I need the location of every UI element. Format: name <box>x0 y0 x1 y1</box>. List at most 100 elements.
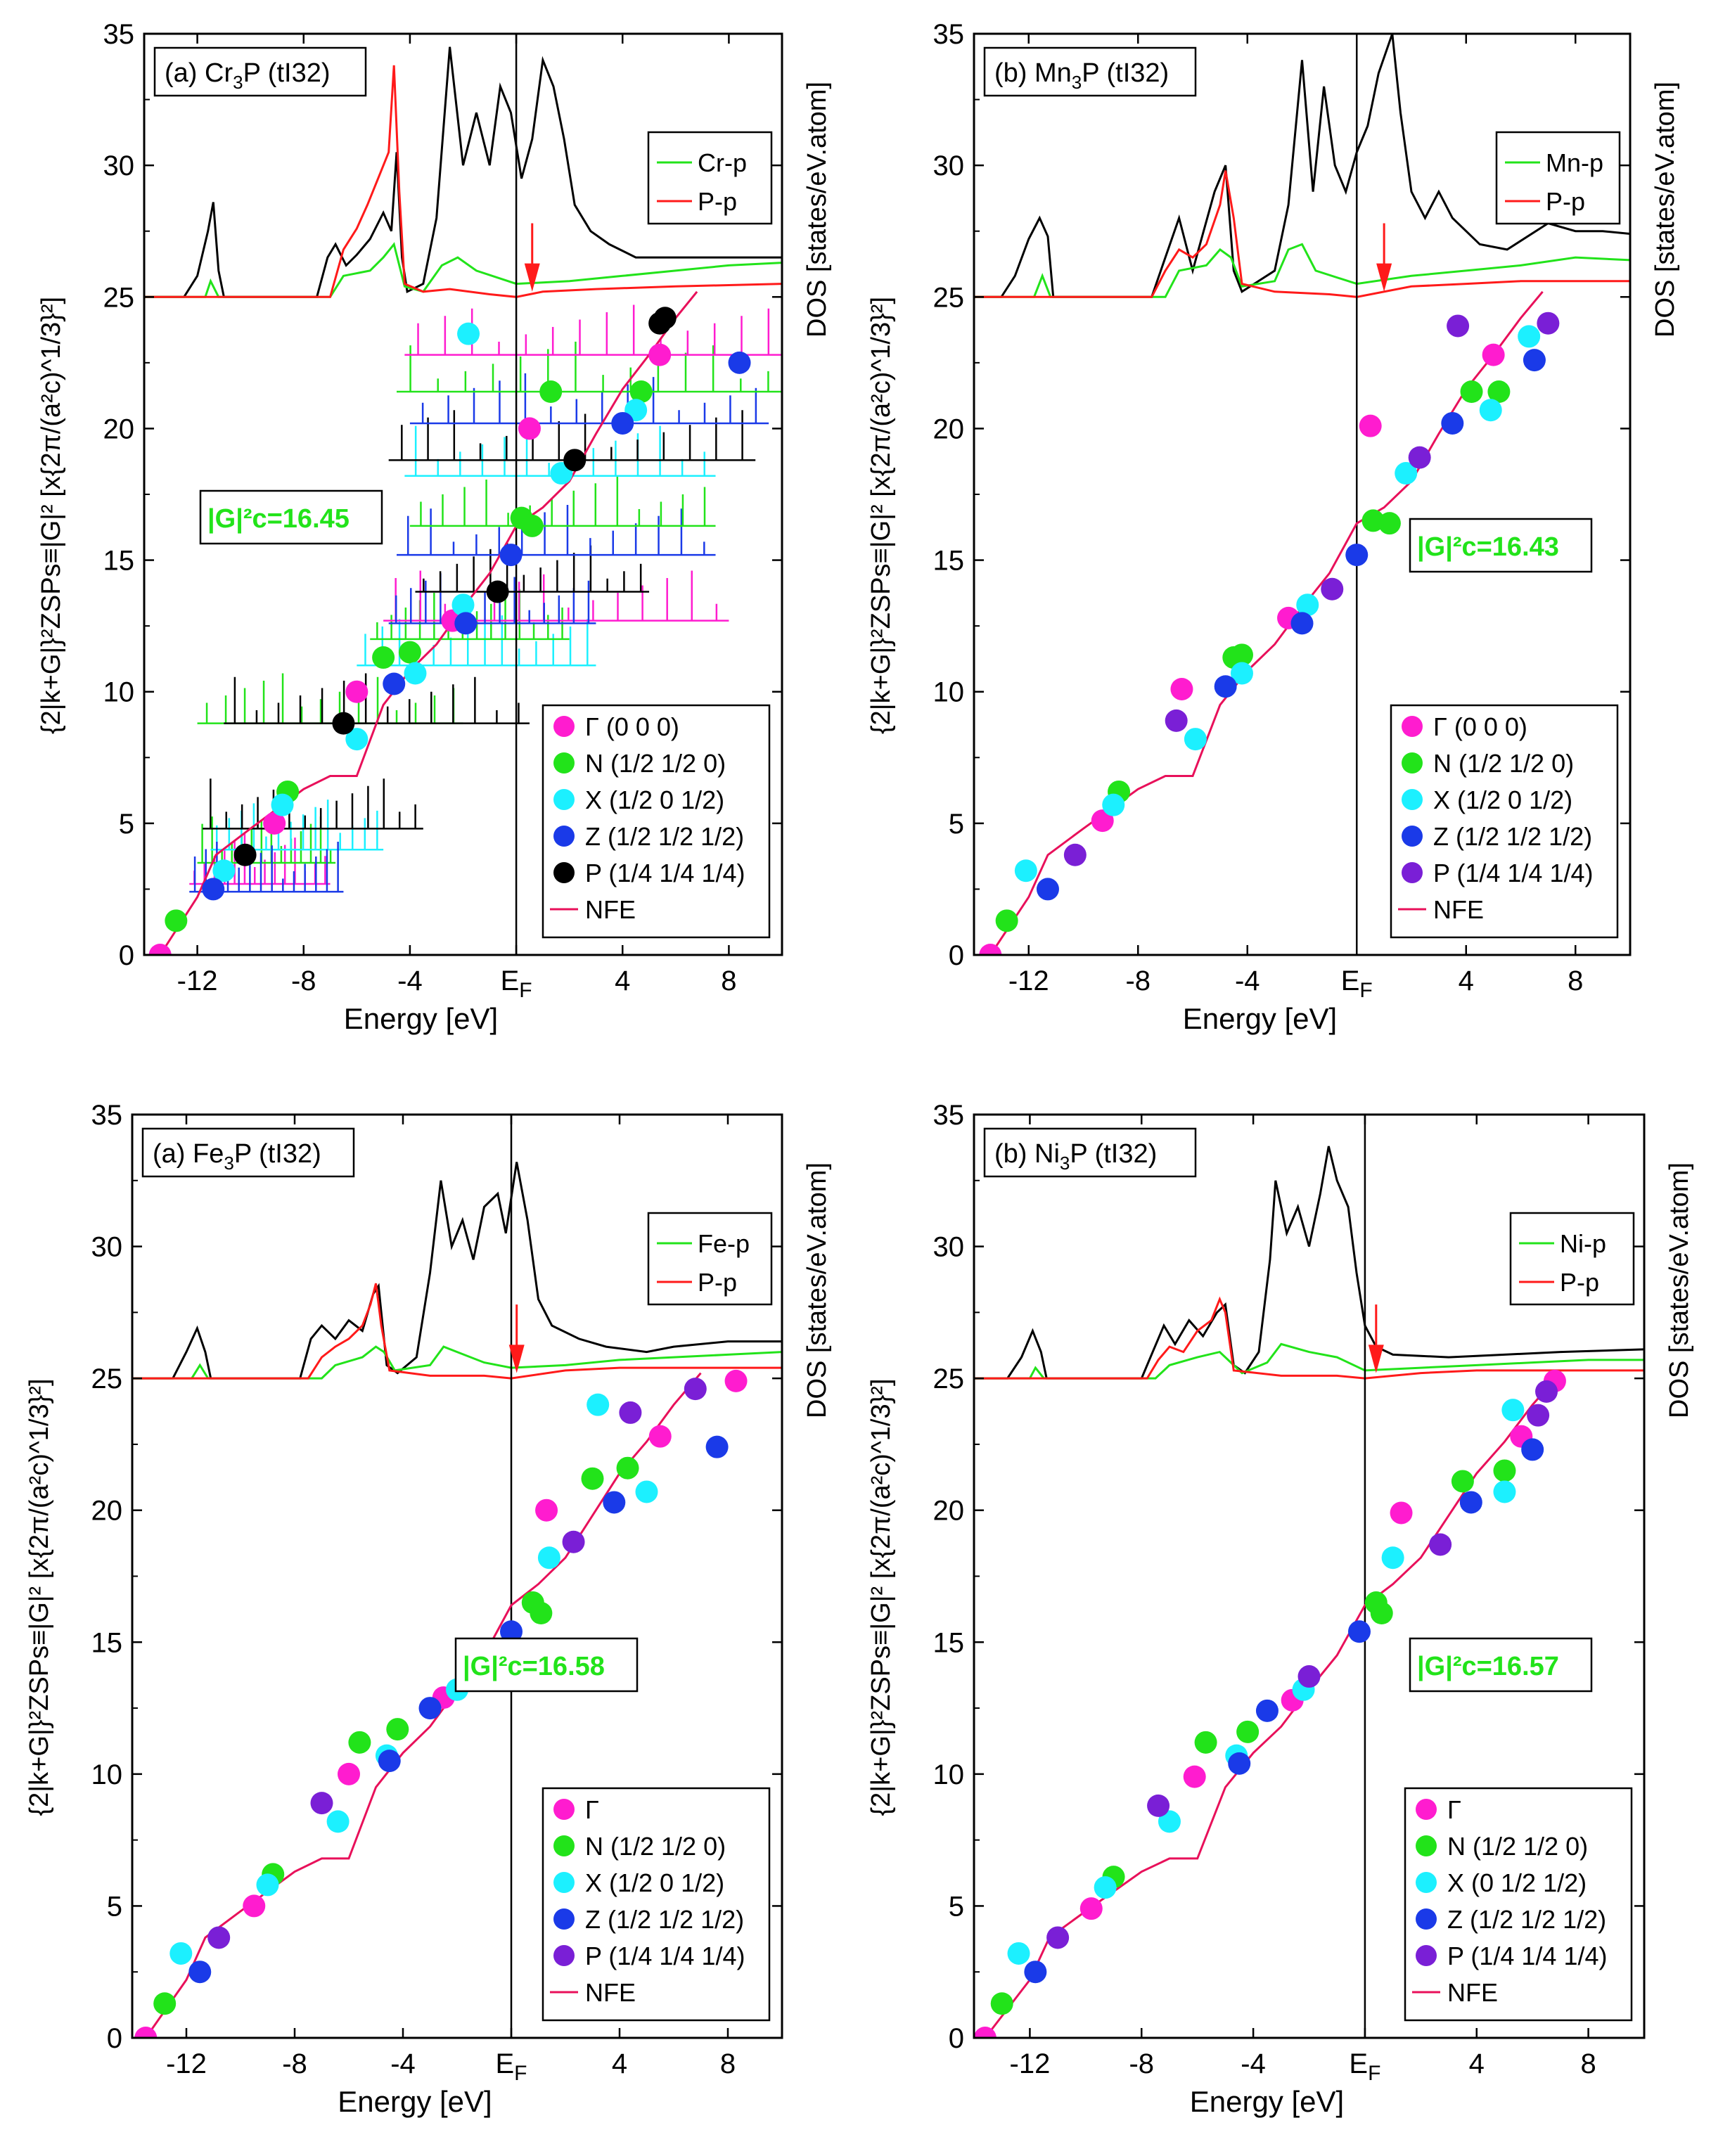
compound-label: (a) Cr3P (tI32) <box>165 58 331 93</box>
arrow-icon <box>508 1345 525 1373</box>
legend-label: P (1/4 1/4 1/4) <box>585 1942 745 1970</box>
legend-marker-gamma <box>1402 716 1423 737</box>
data-point-x <box>1395 462 1418 485</box>
data-point-gamma <box>1170 677 1193 700</box>
data-point-p_purple <box>1535 1380 1558 1403</box>
compound-subscript: 3 <box>233 72 243 93</box>
compound-label-box <box>983 1127 1197 1178</box>
data-point-x <box>1007 1942 1030 1965</box>
legend-marker-n <box>553 752 575 774</box>
g2c-box <box>454 1637 639 1693</box>
y-tick-label: 20 <box>933 1496 965 1527</box>
y-tick-label: 15 <box>933 546 965 577</box>
data-point-p_purple <box>619 1401 642 1424</box>
dos-legend-metal-label: Cr-p <box>698 148 747 177</box>
legend-label: X (1/2 0 1/2) <box>585 1868 724 1897</box>
data-point-x <box>1493 1480 1516 1503</box>
data-point-gamma <box>338 1762 360 1785</box>
legend-label: N (1/2 1/2 0) <box>1433 749 1574 778</box>
x-tick-label: -8 <box>1129 2048 1154 2079</box>
data-point-p_purple <box>1429 1533 1452 1556</box>
x-tick-label: 8 <box>720 2048 736 2079</box>
x-tick-label: 4 <box>615 965 630 996</box>
ladder-p_black <box>415 541 650 593</box>
data-point-n <box>616 1456 639 1480</box>
data-point-gamma <box>979 944 1002 955</box>
series-z <box>188 1435 729 1984</box>
arrow-icon <box>524 263 540 292</box>
data-point-p_black <box>486 580 509 603</box>
compound-label: (a) Fe3P (tI32) <box>153 1139 321 1174</box>
legend-label: N (1/2 1/2 0) <box>585 749 726 778</box>
compound-subscript: 3 <box>1060 1153 1070 1174</box>
legend-marker-n <box>1416 1835 1437 1856</box>
data-point-p_purple <box>1063 843 1087 866</box>
data-point-n <box>1487 380 1511 404</box>
arrow-icon <box>1376 263 1392 292</box>
dos-P-p-curve <box>974 170 1630 298</box>
data-point-gamma <box>345 680 369 703</box>
x-tick-label: -4 <box>390 2048 416 2079</box>
legend-label: P (1/4 1/4 1/4) <box>1447 1942 1607 1970</box>
compound-subscript: 3 <box>1072 72 1082 93</box>
fermi-tick-sub: F <box>1359 979 1372 1002</box>
dos-legend-box <box>647 1212 773 1306</box>
compound-element: Fe <box>193 1139 224 1169</box>
compound-label-box <box>983 46 1197 97</box>
legend-label: Γ <box>585 1795 599 1824</box>
y-axis-label: {2|k+G|}²ZSPs≡|G|² [x{2π/(a²c)^1/3}²] <box>866 1378 896 1816</box>
compound-rest: P (tI32) <box>234 1139 321 1169</box>
compound-rest: P (tI32) <box>243 58 331 88</box>
data-point-z <box>500 1620 523 1643</box>
data-point-gamma <box>1482 343 1505 366</box>
x-axis-label: Energy [eV] <box>338 2085 492 2118</box>
data-point-gamma <box>724 1369 748 1392</box>
compound-label-box <box>141 1127 355 1178</box>
dos-legend-metal-label: Fe-p <box>698 1229 750 1258</box>
data-point-x <box>587 1393 610 1416</box>
plot-area <box>974 1115 1644 2038</box>
data-point-z <box>1255 1699 1279 1722</box>
y-tick-label: 35 <box>103 19 135 50</box>
data-point-n <box>153 1992 177 2015</box>
series-n <box>153 1456 639 2015</box>
data-point-n <box>372 646 395 669</box>
data-point-gamma <box>518 417 541 440</box>
y-tick-label: 5 <box>119 809 134 840</box>
data-point-p_purple <box>1165 709 1188 732</box>
g2c-box <box>1409 1637 1593 1693</box>
series-p_purple <box>1063 312 1560 866</box>
fermi-tick-E: E <box>495 2048 514 2079</box>
data-point-z <box>1523 349 1546 372</box>
x-tick-label: 4 <box>1459 965 1474 996</box>
legend-marker-z <box>1402 826 1423 847</box>
data-point-gamma <box>243 1894 266 1918</box>
y-tick-label: 15 <box>91 1627 123 1658</box>
series-p_black <box>233 307 677 866</box>
y-tick-label: 25 <box>91 1363 123 1394</box>
data-point-n <box>348 1731 371 1754</box>
dos-legend-box <box>1495 131 1621 225</box>
legend-marker-gamma <box>553 716 575 737</box>
data-point-p_purple <box>310 1792 333 1815</box>
series-x <box>1007 1399 1525 1965</box>
data-point-n <box>530 1602 553 1625</box>
y-tick-label: 5 <box>949 1891 964 1922</box>
panel-cr3p: 0 5 10 15 20 25 30 35 -12 -8 -4 EF 4 8 Energy [eV] {2|k… <box>37 19 832 1035</box>
x-tick-label: 8 <box>721 965 736 996</box>
point-legend-box <box>542 1787 771 2022</box>
y-tick-label: 25 <box>933 1363 965 1394</box>
panel-ni3p: 0 5 10 15 20 25 30 35 -12 -8 -4 EF 4 8 Energy [eV] {2|k… <box>866 1100 1694 2118</box>
data-point-n <box>165 909 188 932</box>
fermi-tick-sub: F <box>1368 2062 1380 2085</box>
fermi-tick-E: E <box>501 965 520 996</box>
data-point-p_black <box>233 843 257 866</box>
y-axis-label-right: DOS [states/eV.atom] <box>1665 1162 1694 1418</box>
data-point-x <box>1381 1546 1404 1570</box>
arrow-icon <box>1368 1345 1384 1373</box>
y-tick-label: 0 <box>949 940 964 971</box>
data-point-x <box>1296 593 1319 617</box>
y-tick-label: 10 <box>91 1759 123 1790</box>
legend-marker-n <box>553 1835 575 1856</box>
